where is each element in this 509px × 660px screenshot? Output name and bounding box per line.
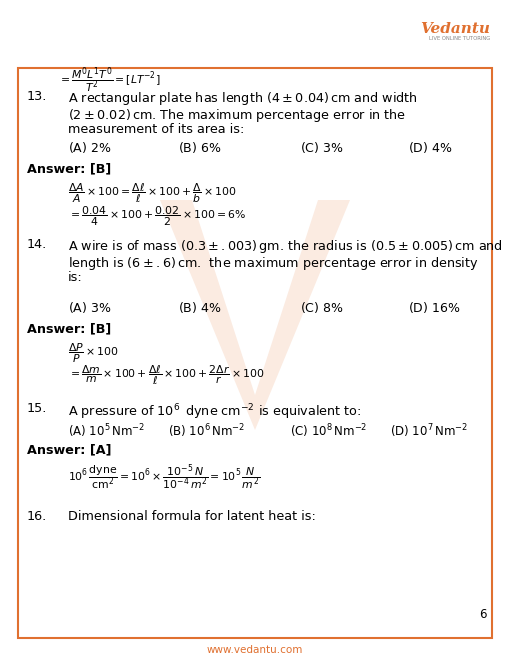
Text: 13.: 13. — [27, 90, 47, 103]
Text: (B) $10^6\,\mathrm{Nm}^{-2}$: (B) $10^6\,\mathrm{Nm}^{-2}$ — [167, 422, 245, 440]
Text: measurement of its area is:: measurement of its area is: — [68, 123, 244, 136]
Text: A wire is of mass $(0.3\pm.003)\,$gm. the radius is $(0.5\pm0.005)\,$cm and: A wire is of mass $(0.3\pm.003)\,$gm. th… — [68, 238, 502, 255]
Text: 14.: 14. — [27, 238, 47, 251]
Text: Answer: [B]: Answer: [B] — [27, 162, 111, 175]
Text: (D) $4\%$: (D) $4\%$ — [407, 140, 451, 155]
Text: length is $(6\pm.6)\,$cm.  the maximum percentage error in density: length is $(6\pm.6)\,$cm. the maximum pe… — [68, 255, 477, 271]
Text: $= \dfrac{\Delta m}{m} \times 100 + \dfrac{\Delta \ell}{\ell} \times 100 + \dfra: $= \dfrac{\Delta m}{m} \times 100 + \dfr… — [68, 364, 264, 387]
Text: $\dfrac{\Delta A}{A} \times 100 = \dfrac{\Delta \ell}{\ell} \times 100 + \dfrac{: $\dfrac{\Delta A}{A} \times 100 = \dfrac… — [68, 182, 236, 205]
Text: $10^6\,\dfrac{\mathrm{dyne}}{\mathrm{cm}^2} = 10^6 \times \dfrac{10^{-5}\,N}{10^: $10^6\,\dfrac{\mathrm{dyne}}{\mathrm{cm}… — [68, 462, 260, 492]
Text: is:: is: — [68, 271, 82, 284]
Polygon shape — [160, 200, 349, 430]
Text: $= \dfrac{M^0 L^1 T^0}{T^2} = [LT^{-2}]$: $= \dfrac{M^0 L^1 T^0}{T^2} = [LT^{-2}]$ — [58, 65, 160, 95]
Text: A pressure of $10^6\,$ dyne $\mathrm{cm}^{-2}$ is equivalent to:: A pressure of $10^6\,$ dyne $\mathrm{cm}… — [68, 402, 361, 422]
Text: A rectangular plate has length $(4 \pm 0.04)\,$cm and width: A rectangular plate has length $(4 \pm 0… — [68, 90, 417, 107]
Text: $\dfrac{\Delta P}{P} \times 100$: $\dfrac{\Delta P}{P} \times 100$ — [68, 342, 119, 366]
Text: (B) $6\%$: (B) $6\%$ — [178, 140, 221, 155]
Text: (C) $10^8\,\mathrm{Nm}^{-2}$: (C) $10^8\,\mathrm{Nm}^{-2}$ — [290, 422, 366, 440]
Bar — [18, 68, 491, 638]
Text: (D) $16\%$: (D) $16\%$ — [407, 300, 460, 315]
Text: (D) $10^7\,\mathrm{Nm}^{-2}$: (D) $10^7\,\mathrm{Nm}^{-2}$ — [389, 422, 467, 440]
Text: (A) $2\%$: (A) $2\%$ — [68, 140, 111, 155]
Text: $(2 \pm 0.02)\,$cm. The maximum percentage error in the: $(2 \pm 0.02)\,$cm. The maximum percenta… — [68, 106, 405, 123]
Text: (A) $3\%$: (A) $3\%$ — [68, 300, 111, 315]
Text: 15.: 15. — [27, 402, 47, 415]
Text: (A) $10^5\,\mathrm{Nm}^{-2}$: (A) $10^5\,\mathrm{Nm}^{-2}$ — [68, 422, 145, 440]
Text: Dimensional formula for latent heat is:: Dimensional formula for latent heat is: — [68, 510, 315, 523]
Text: 6: 6 — [478, 608, 486, 621]
Text: (C) $8\%$: (C) $8\%$ — [299, 300, 343, 315]
Text: Vedantu: Vedantu — [419, 22, 489, 36]
Text: LIVE ONLINE TUTORING: LIVE ONLINE TUTORING — [428, 36, 489, 41]
Text: Answer: [A]: Answer: [A] — [27, 443, 111, 456]
Text: Answer: [B]: Answer: [B] — [27, 322, 111, 335]
Text: $= \dfrac{0.04}{4} \times 100 + \dfrac{0.02}{2} \times 100 = 6\%$: $= \dfrac{0.04}{4} \times 100 + \dfrac{0… — [68, 205, 245, 228]
Text: www.vedantu.com: www.vedantu.com — [207, 645, 302, 655]
Text: (C) $3\%$: (C) $3\%$ — [299, 140, 343, 155]
Text: (B) $4\%$: (B) $4\%$ — [178, 300, 221, 315]
Text: 16.: 16. — [27, 510, 47, 523]
